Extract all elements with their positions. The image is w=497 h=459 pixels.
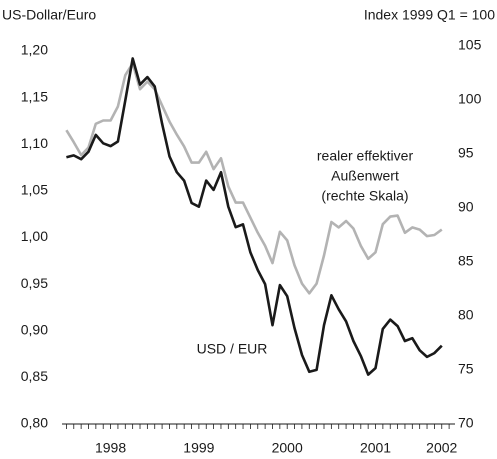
x-tick-label: 2000 — [272, 440, 303, 456]
y2-axis-title: Index 1999 Q1 = 100 — [364, 7, 495, 23]
y2-tick-label: 80 — [458, 307, 474, 323]
annotation: USD / EUR — [197, 341, 268, 357]
annotation: (rechte Skala) — [321, 188, 408, 204]
y-tick-label: 1,00 — [21, 228, 48, 244]
y2-tick-label: 95 — [458, 145, 474, 161]
y-tick-label: 1,20 — [21, 42, 48, 58]
series-line — [65, 62, 443, 295]
x-tick-label: 1998 — [95, 440, 126, 456]
y-tick-label: 0,95 — [21, 275, 48, 291]
y2-tick-label: 70 — [458, 415, 474, 431]
y-tick-label: 0,90 — [21, 321, 48, 337]
x-tick-label: 2002 — [426, 440, 457, 456]
y2-tick-label: 100 — [458, 91, 482, 107]
annotation: Außenwert — [331, 168, 399, 184]
y2-tick-label: 105 — [458, 37, 482, 53]
x-tick-label: 1999 — [183, 440, 214, 456]
y2-tick-label: 90 — [458, 199, 474, 215]
y2-tick-label: 75 — [458, 361, 474, 377]
y-tick-label: 1,05 — [21, 182, 48, 198]
y-tick-label: 0,85 — [21, 368, 48, 384]
y-tick-label: 0,80 — [21, 415, 48, 431]
x-tick-label: 2001 — [360, 440, 391, 456]
annotation: realer effektiver — [317, 148, 414, 164]
y-tick-label: 1,15 — [21, 88, 48, 104]
y-tick-label: 1,10 — [21, 135, 48, 151]
series-line — [66, 57, 443, 376]
y-axis-title: US-Dollar/Euro — [2, 7, 96, 23]
y2-tick-label: 85 — [458, 253, 474, 269]
